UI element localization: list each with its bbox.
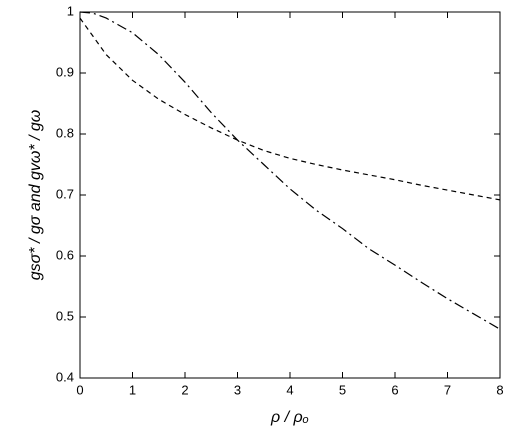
y-tick-label: 0.4: [56, 369, 74, 384]
y-tick-label: 0.8: [56, 125, 74, 140]
plot-frame: [79, 11, 501, 379]
x-tick-label: 2: [181, 382, 188, 397]
x-tick-label: 4: [286, 382, 293, 397]
y-axis-label: gsσ* / gσ and gvω* / gω: [27, 110, 44, 281]
x-tick-label: 5: [339, 382, 346, 397]
y-tick-label: 0.6: [56, 247, 74, 262]
x-tick-label: 8: [496, 382, 503, 397]
x-tick-label: 7: [444, 382, 451, 397]
series-line: [79, 11, 501, 330]
y-tick-label: 1: [67, 3, 74, 18]
x-tick-label: 3: [234, 382, 241, 397]
y-tick-label: 0.5: [56, 308, 74, 323]
series-line: [79, 17, 501, 201]
x-tick-label: 6: [391, 382, 398, 397]
x-axis-label: ρ / ρₒ: [270, 409, 309, 426]
x-tick-label: 1: [129, 382, 136, 397]
x-tick-label: 0: [76, 382, 83, 397]
y-tick-label: 0.9: [56, 64, 74, 79]
y-tick-label: 0.7: [56, 186, 74, 201]
